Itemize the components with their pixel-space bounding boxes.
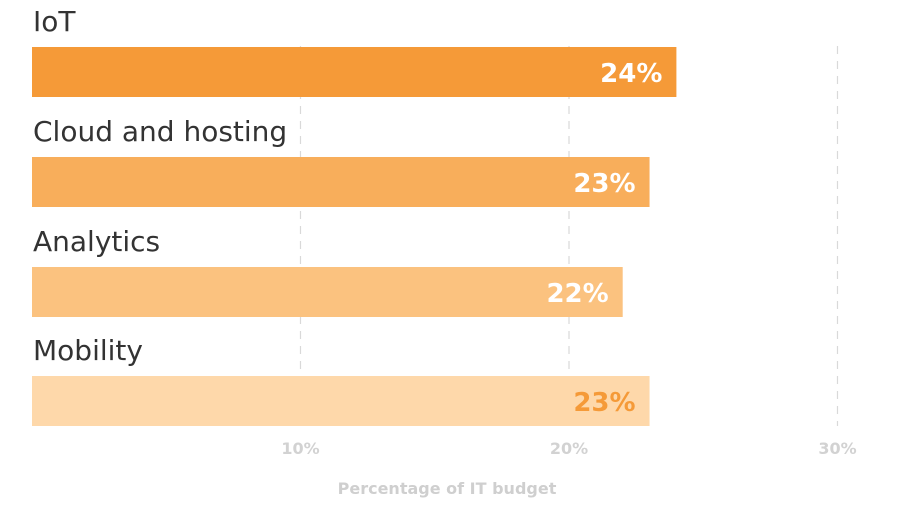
value-label-mobility: 23% (573, 388, 635, 418)
x-tick-label-20: 20% (550, 439, 588, 458)
category-label-analytics: Analytics (33, 225, 160, 258)
value-label-cloud-and-hosting: 23% (573, 169, 635, 199)
labels: IoT 24% Cloud and hosting 23% Analytics 22% Mo… (33, 5, 662, 418)
bar-iot (32, 47, 677, 97)
category-label-cloud-and-hosting: Cloud and hosting (33, 115, 287, 148)
bar-cloud-and-hosting (32, 157, 650, 207)
x-tick-label-30: 30% (818, 439, 856, 458)
value-label-iot: 24% (600, 59, 662, 89)
bar-mobility (32, 376, 650, 426)
x-axis-ticks: 10% 20% 30% (281, 439, 856, 458)
bars (32, 47, 677, 426)
value-label-analytics: 22% (546, 279, 608, 309)
bar-analytics (32, 267, 623, 317)
grid-lines (299, 46, 839, 426)
x-tick-label-10: 10% (281, 439, 319, 458)
x-axis-title: Percentage of IT budget (338, 479, 557, 498)
category-label-mobility: Mobility (33, 334, 143, 367)
category-label-iot: IoT (33, 5, 76, 38)
